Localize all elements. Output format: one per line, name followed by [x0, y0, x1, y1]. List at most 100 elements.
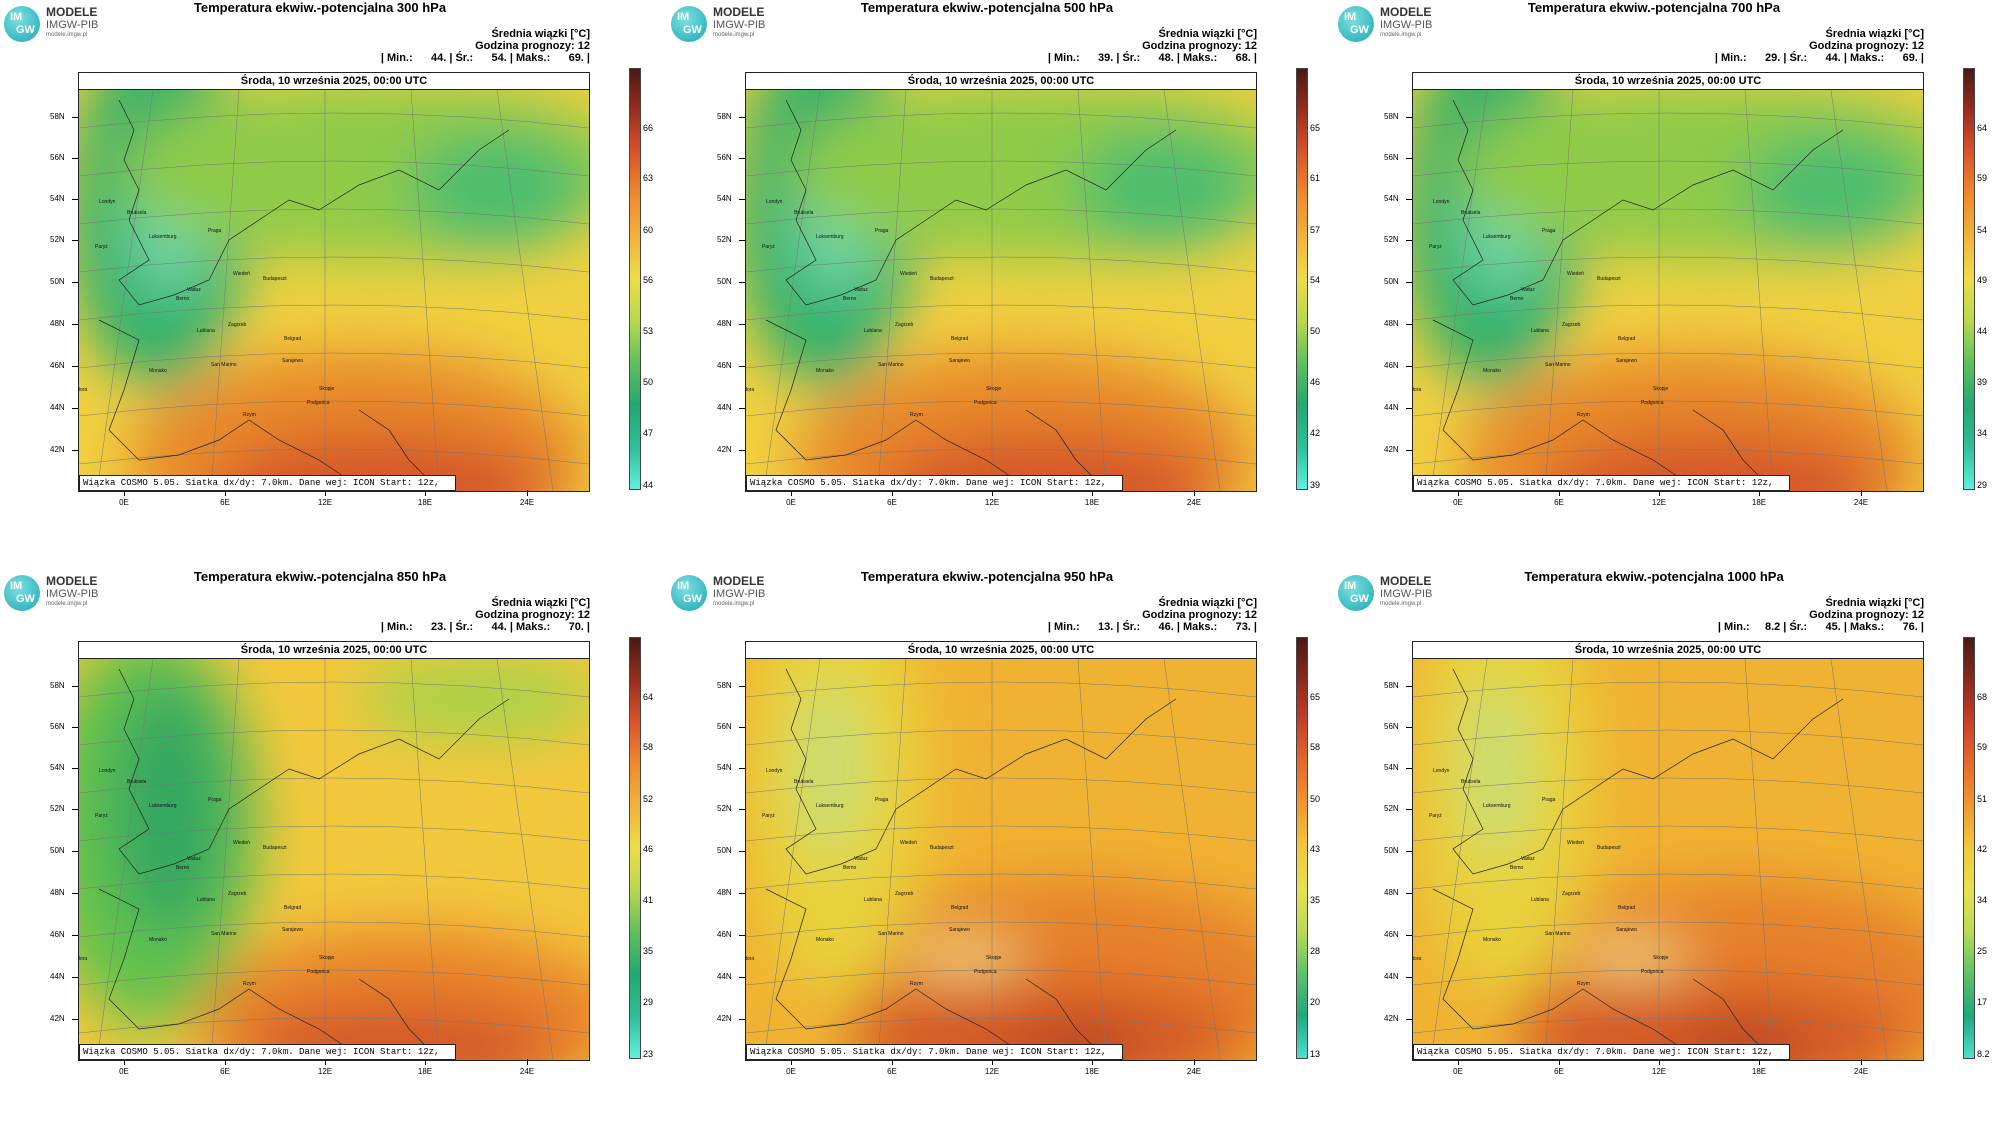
city-label: Belgrad [951, 336, 968, 342]
logo: IM GW MODELE IMGW-PIB modele.imgw.pl [671, 573, 791, 611]
city-label: San Marino [1545, 362, 1571, 368]
city-label: Andora [1413, 387, 1421, 393]
city-label: Londyn [1433, 768, 1450, 774]
longitude-label: 18E [417, 1067, 433, 1076]
latitude-tick [72, 851, 78, 852]
latitude-gridline [79, 448, 589, 465]
latitude-label: 54N [717, 763, 732, 772]
latitude-gridline [746, 160, 1256, 177]
latitude-tick [1406, 935, 1412, 936]
city-label: Zagrzeb [228, 891, 247, 897]
field-region [1076, 130, 1256, 250]
city-label: Sarajewo [1616, 358, 1637, 364]
longitude-tick [1458, 1059, 1459, 1065]
longitude-label: 12E [984, 498, 1000, 507]
city-label: Rzym [1577, 981, 1590, 987]
forecast-hour: Godzina prognozy: 12 [1809, 40, 1924, 52]
latitude-label: 58N [1384, 112, 1399, 121]
latitude-tick [1406, 809, 1412, 810]
city-label: Podgorica [307, 400, 330, 406]
logo-gw-text: GW [1350, 593, 1369, 605]
forecast-hour: Godzina prognozy: 12 [475, 609, 590, 621]
latitude-tick [1406, 240, 1412, 241]
latitude-gridline [746, 681, 1256, 698]
latitude-gridline [746, 825, 1256, 842]
latitude-gridline [79, 681, 589, 698]
color-scale-label: 64 [643, 692, 654, 702]
latitude-label: 58N [50, 112, 65, 121]
map-panel: IM GW MODELE IMGW-PIB modele.imgw.pl Temperat… [0, 0, 667, 568]
field-region [801, 679, 861, 859]
longitude-gridline [1077, 659, 1107, 1060]
map-area[interactable]: Środa, 10 września 2025, 00:00 UTC Londyn… [1412, 641, 1924, 1061]
latitude-label: 42N [50, 445, 65, 454]
longitude-gridline [96, 659, 154, 1060]
city-label: Berno [1510, 865, 1524, 871]
latitude-gridline [79, 160, 589, 177]
map-area[interactable]: Środa, 10 września 2025, 00:00 UTC Londyn… [78, 72, 590, 492]
longitude-gridline [410, 659, 440, 1060]
color-scale-label: 35 [1310, 895, 1321, 905]
latitude-tick [72, 809, 78, 810]
map-area[interactable]: Środa, 10 września 2025, 00:00 UTC Londyn… [745, 72, 1257, 492]
longitude-label: 24E [519, 498, 535, 507]
city-label: Praga [1542, 228, 1556, 234]
field-region [1743, 130, 1923, 250]
valid-date: Środa, 10 września 2025, 00:00 UTC [79, 73, 589, 90]
logo-icon: IM GW [671, 575, 707, 611]
city-label: Budapeszt [930, 845, 954, 851]
latitude-label: 48N [717, 319, 732, 328]
latitude-label: 56N [717, 153, 732, 162]
color-scale-label: 17 [1977, 997, 1988, 1007]
color-scale-label: 50 [643, 377, 654, 387]
city-label: Luksemburg [149, 803, 177, 809]
city-label: Belgrad [284, 336, 301, 342]
logo-site: modele.imgw.pl [1380, 601, 1422, 607]
latitude-label: 42N [1384, 1014, 1399, 1023]
logo-im-text: IM [1344, 11, 1357, 23]
latitude-tick [72, 240, 78, 241]
color-scale-label: 46 [643, 844, 654, 854]
color-scale-bar [1296, 68, 1308, 490]
map-area[interactable]: Środa, 10 września 2025, 00:00 UTC Londyn… [745, 641, 1257, 1061]
field-region [1573, 945, 1693, 973]
city-label: Zagrzeb [1562, 322, 1581, 328]
city-label: Budapeszt [263, 845, 287, 851]
logo-im-text: IM [10, 11, 23, 23]
city-label: Rzym [1577, 412, 1590, 418]
longitude-tick [225, 490, 226, 496]
valid-date: Środa, 10 września 2025, 00:00 UTC [1413, 73, 1923, 90]
color-scale-label: 49 [1977, 275, 1988, 285]
longitude-label: 18E [1084, 1067, 1100, 1076]
longitude-label: 0E [786, 1067, 796, 1076]
latitude-tick [1406, 408, 1412, 409]
latitude-gridline [79, 729, 589, 746]
city-label: Londyn [99, 199, 116, 205]
latitude-tick [72, 893, 78, 894]
latitude-tick [72, 1019, 78, 1020]
city-label: Podgorica [1641, 400, 1664, 406]
logo-site: modele.imgw.pl [46, 32, 88, 38]
longitude-label: 0E [786, 498, 796, 507]
latitude-gridline [79, 825, 589, 842]
logo-gw-text: GW [683, 24, 702, 36]
map-title: Temperatura ekwiw.-potencjalna 850 hPa [193, 569, 447, 584]
longitude-tick [1194, 490, 1195, 496]
temperature-field: Londyn Paryż Bruksela Luksemburg Praga Wiedeń… [1413, 90, 1923, 491]
logo-name: MODELE [713, 5, 765, 19]
longitude-label: 6E [220, 1067, 230, 1076]
longitude-label: 24E [1186, 498, 1202, 507]
latitude-gridline [1413, 112, 1923, 129]
latitude-gridline [79, 112, 589, 129]
logo: IM GW MODELE IMGW-PIB modele.imgw.pl [1338, 4, 1458, 42]
latitude-label: 50N [717, 846, 732, 855]
city-label: Sarajewo [1616, 927, 1637, 933]
valid-date: Środa, 10 września 2025, 00:00 UTC [746, 73, 1256, 90]
color-scale-label: 50 [1310, 326, 1321, 336]
map-area[interactable]: Środa, 10 września 2025, 00:00 UTC Londyn… [1412, 72, 1924, 492]
map-area[interactable]: Środa, 10 września 2025, 00:00 UTC Londyn… [78, 641, 590, 1061]
logo-icon: IM GW [1338, 575, 1374, 611]
city-label: Bruksela [127, 210, 147, 216]
logo-name: MODELE [46, 574, 98, 588]
city-label: Lublana [1531, 897, 1549, 903]
